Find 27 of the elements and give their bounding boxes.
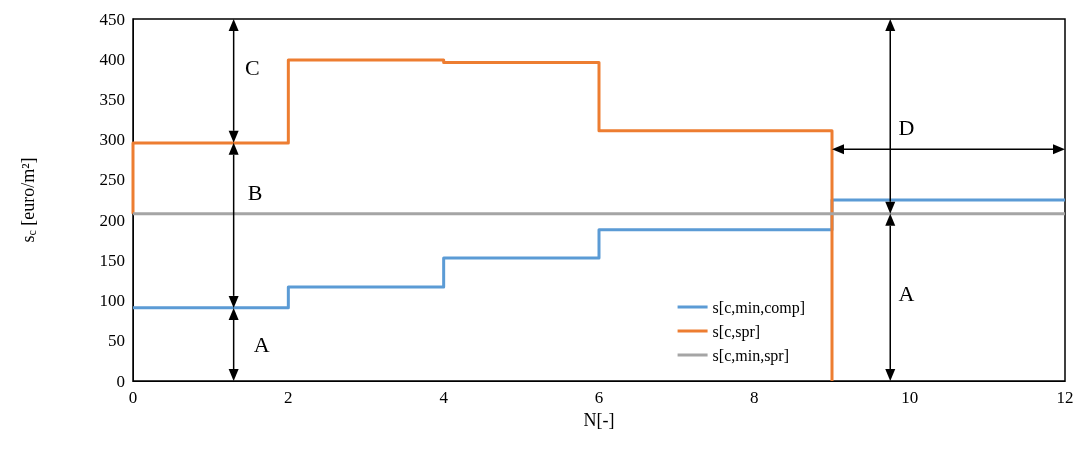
y-tick-label: 250 bbox=[99, 170, 125, 190]
legend-label: s[c,min,comp] bbox=[712, 298, 805, 317]
x-tick-label: 2 bbox=[284, 388, 293, 407]
legend-label: s[c,min,spr] bbox=[712, 346, 790, 365]
annotation: B bbox=[247, 180, 263, 206]
y-tick-label: 100 bbox=[99, 291, 125, 311]
legend-label: s[c,spr] bbox=[712, 322, 761, 341]
x-tick-label: 8 bbox=[750, 388, 759, 407]
y-tick-label: 450 bbox=[99, 9, 125, 29]
x-tick-label: 6 bbox=[594, 388, 604, 407]
y-axis-title: sc [euro/m²] bbox=[18, 157, 39, 243]
annotation: C bbox=[244, 55, 260, 81]
y-tick-label: 50 bbox=[108, 331, 125, 351]
x-axis-title: N[-] bbox=[583, 410, 615, 430]
annotation: A bbox=[253, 332, 270, 358]
y-tick-label: 400 bbox=[99, 49, 125, 69]
annotation: A bbox=[898, 280, 915, 306]
x-tick-label: 10 bbox=[901, 388, 919, 407]
x-tick-label: 12 bbox=[1056, 388, 1074, 407]
y-tick-label: 150 bbox=[99, 250, 125, 270]
y-tick-label: 0 bbox=[116, 371, 125, 391]
annotation: D bbox=[898, 115, 915, 141]
y-tick-label: 350 bbox=[99, 89, 125, 109]
y-tick-label: 300 bbox=[99, 130, 125, 150]
x-tick-label: 4 bbox=[439, 388, 449, 407]
y-tick-label: 200 bbox=[99, 210, 125, 230]
x-tick-label: 0 bbox=[128, 388, 138, 407]
